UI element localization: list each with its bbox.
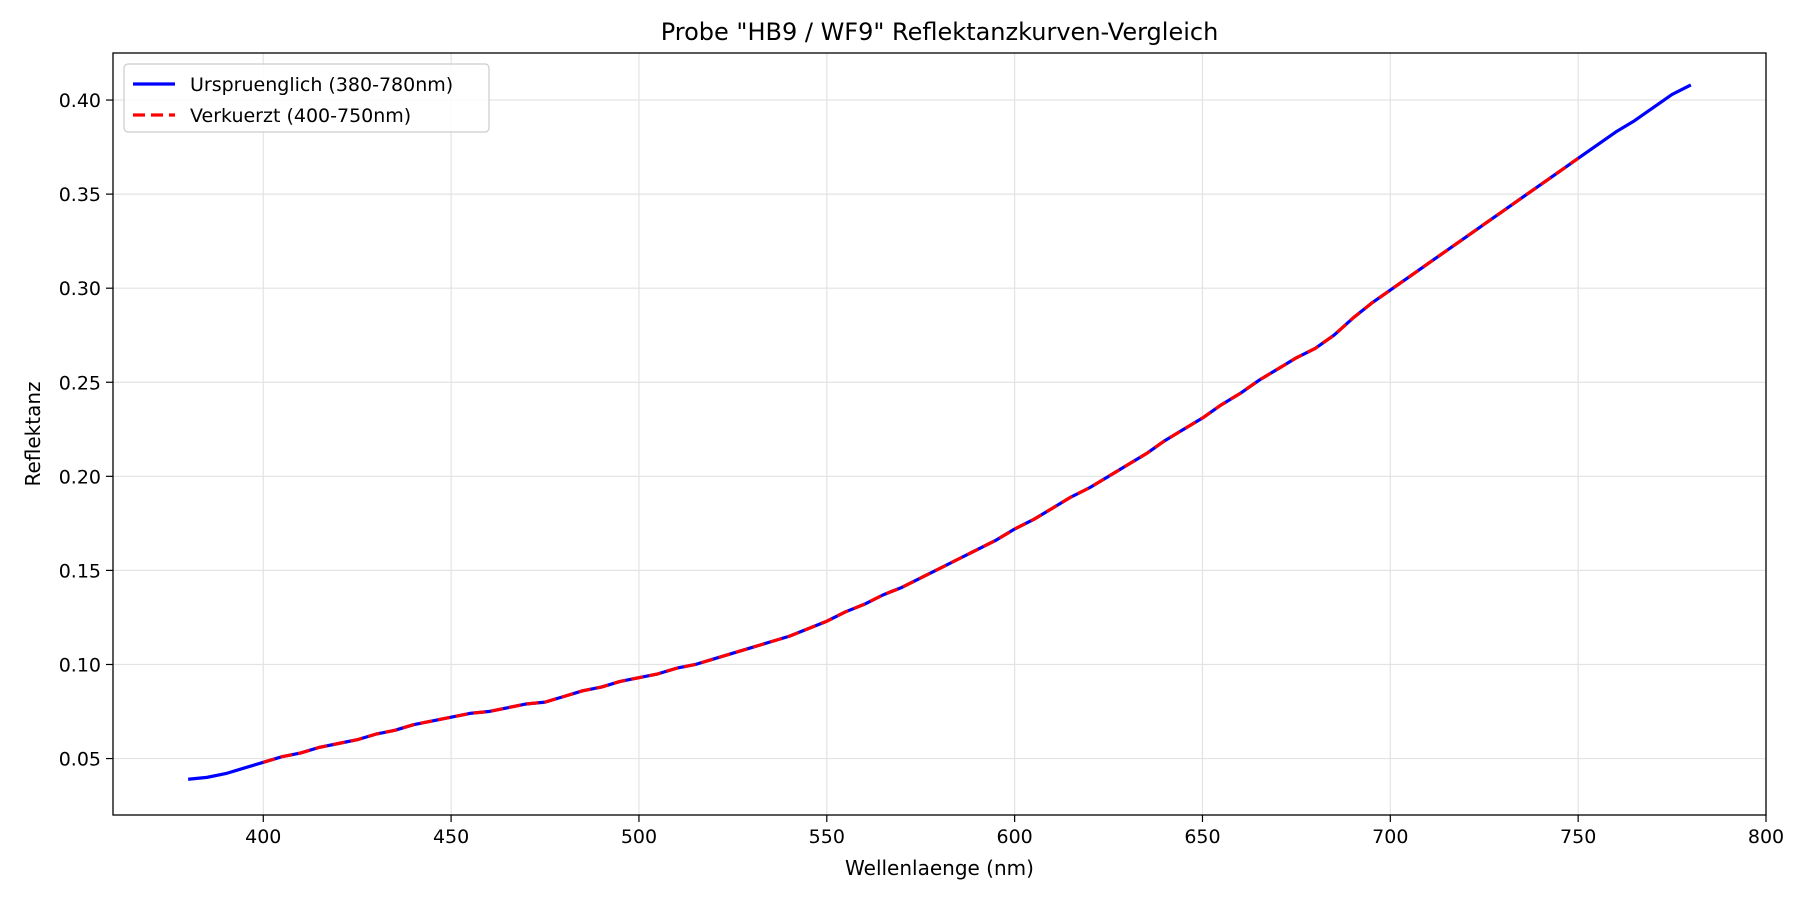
x-axis-title: Wellenlaenge (nm): [845, 856, 1034, 880]
y-tick-label: 0.35: [59, 184, 101, 206]
axis-ticks: 400 450 500 550 600 650 700 750 800 0.05 0.10 0.15 0…: [59, 90, 1784, 848]
y-tick-label: 0.15: [59, 560, 101, 582]
grid: [113, 53, 1767, 815]
y-tick-label: 0.20: [59, 466, 101, 488]
y-axis-title: Reflektanz: [21, 381, 45, 486]
x-tick-label: 700: [1372, 826, 1408, 848]
y-tick-label: 0.30: [59, 278, 101, 300]
y-tick-label: 0.25: [59, 372, 101, 394]
x-tick-label: 500: [621, 826, 657, 848]
legend-box: [123, 63, 490, 133]
series-line-1: [262, 157, 1580, 764]
y-tick-label: 0.40: [59, 90, 101, 112]
series-line-0: [187, 83, 1692, 781]
series-lines: [187, 83, 1692, 781]
x-tick-label: 650: [1184, 826, 1220, 848]
x-tick-label: 600: [997, 826, 1033, 848]
legend: Urspruenglich (380-780nm) Verkuerzt (400…: [123, 63, 490, 133]
y-tick-label: 0.10: [59, 654, 101, 676]
legend-label-urspruenglich: Urspruenglich (380-780nm): [190, 74, 453, 96]
plot-frame: [112, 52, 1767, 816]
y-tick-label: 0.05: [59, 749, 101, 771]
x-tick-label: 400: [245, 826, 281, 848]
x-tick-label: 750: [1560, 826, 1596, 848]
x-tick-label: 550: [809, 826, 845, 848]
chart-title: Probe "HB9 / WF9" Reflektanzkurven-Vergl…: [661, 18, 1219, 46]
x-tick-label: 800: [1748, 826, 1784, 848]
x-tick-label: 450: [433, 826, 469, 848]
legend-label-verkuerzt: Verkuerzt (400-750nm): [190, 105, 411, 127]
